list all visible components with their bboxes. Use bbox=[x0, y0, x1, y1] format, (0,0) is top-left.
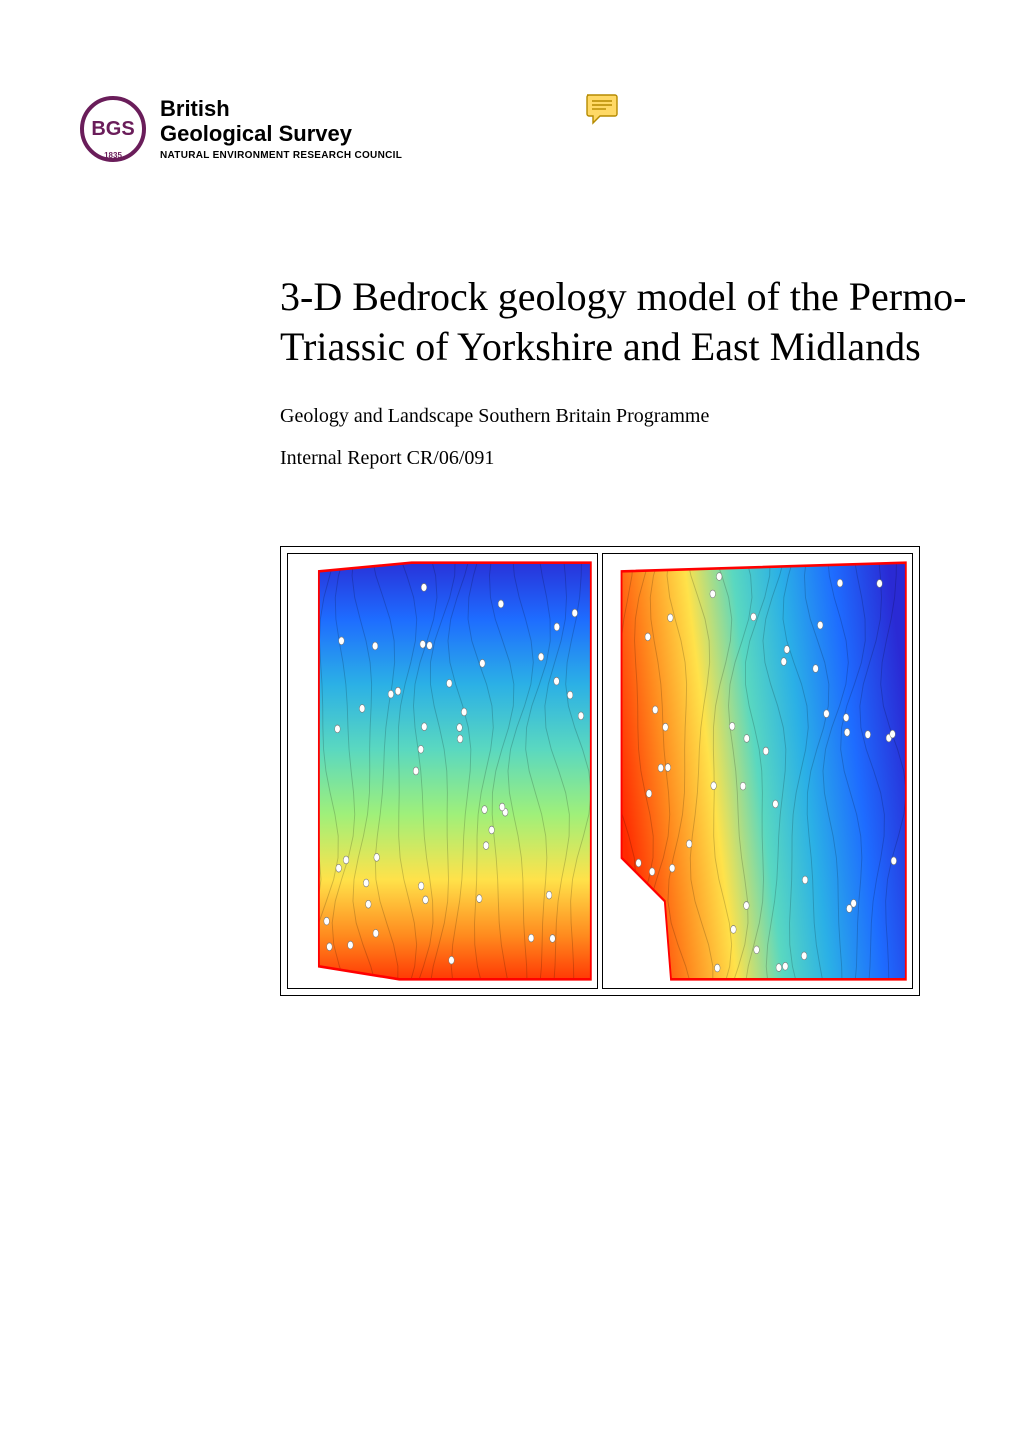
bgs-logo-initials: BGS bbox=[91, 118, 134, 141]
contour-map-left bbox=[287, 553, 598, 989]
report-code: Internal Report CR/06/091 bbox=[280, 442, 1000, 474]
header-row: BGS 1835 British Geological Survey NATUR… bbox=[80, 96, 940, 162]
bgs-logo-year: 1835 bbox=[104, 151, 122, 160]
bgs-logo-roundel: BGS 1835 bbox=[80, 96, 146, 162]
bgs-logo-subtitle: NATURAL ENVIRONMENT RESEARCH COUNCIL bbox=[160, 150, 402, 161]
bgs-logo-line2: Geological Survey bbox=[160, 122, 402, 146]
report-cover-page: BGS 1835 British Geological Survey NATUR… bbox=[0, 0, 1020, 1443]
contour-map-right bbox=[602, 553, 913, 989]
cover-figure-inner bbox=[287, 553, 913, 989]
programme-line: Geology and Landscape Southern Britain P… bbox=[280, 400, 1000, 432]
bgs-logo-text: British Geological Survey NATURAL ENVIRO… bbox=[160, 97, 402, 160]
cover-content: 3-D Bedrock geology model of the Permo-T… bbox=[280, 272, 1000, 996]
cover-figure bbox=[280, 546, 920, 996]
bgs-logo-line1: British bbox=[160, 97, 402, 121]
report-title: 3-D Bedrock geology model of the Permo-T… bbox=[280, 272, 1000, 372]
bgs-logo-block: BGS 1835 British Geological Survey NATUR… bbox=[80, 96, 420, 162]
pdf-comment-icon[interactable] bbox=[584, 92, 620, 131]
